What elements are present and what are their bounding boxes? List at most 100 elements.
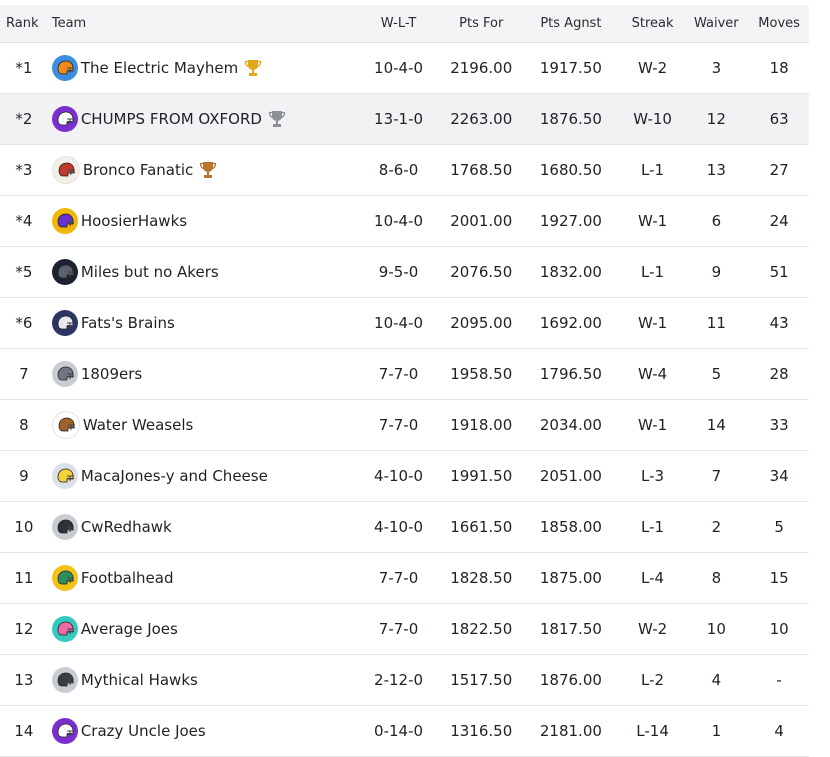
team-avatar-icon[interactable] bbox=[51, 718, 78, 744]
table-row[interactable]: *1 The Electric Mayhem 10-4-0 2196.00 1917.5… bbox=[0, 43, 809, 94]
team-cell: Bronco Fanatic bbox=[48, 156, 355, 184]
team-cell: Fats's Brains bbox=[48, 310, 355, 336]
header-streak[interactable]: Streak bbox=[631, 16, 674, 31]
team-name-link[interactable]: Mythical Hawks bbox=[80, 671, 198, 689]
team-avatar-icon[interactable] bbox=[51, 156, 80, 184]
team-avatar-icon[interactable] bbox=[51, 361, 78, 387]
moves-cell: 51 bbox=[769, 263, 789, 281]
trophy-icon bbox=[243, 58, 263, 78]
header-wlt[interactable]: W-L-T bbox=[380, 16, 417, 31]
moves-cell: 4 bbox=[774, 722, 784, 740]
team-name-link[interactable]: Crazy Uncle Joes bbox=[80, 722, 206, 740]
streak-cell: L-1 bbox=[641, 263, 665, 281]
rank-cell: 9 bbox=[19, 467, 29, 485]
moves-cell: - bbox=[776, 671, 782, 689]
pts-for-cell: 2001.00 bbox=[450, 212, 513, 230]
team-avatar-icon[interactable] bbox=[51, 55, 78, 81]
moves-cell: 24 bbox=[769, 212, 789, 230]
team-avatar-icon[interactable] bbox=[51, 310, 78, 336]
rank-cell: 7 bbox=[19, 365, 29, 383]
table-body: *1 The Electric Mayhem 10-4-0 2196.00 1917.5… bbox=[0, 43, 809, 757]
pts-for-cell: 2196.00 bbox=[450, 59, 513, 77]
pts-agnst-cell: 1875.00 bbox=[539, 569, 602, 587]
moves-cell: 5 bbox=[774, 518, 784, 536]
team-avatar-icon[interactable] bbox=[51, 463, 78, 489]
header-waiver[interactable]: Waiver bbox=[694, 16, 739, 31]
wlt-cell: 7-7-0 bbox=[378, 569, 419, 587]
team-avatar-icon[interactable] bbox=[51, 208, 78, 234]
pts-agnst-cell: 1832.00 bbox=[539, 263, 602, 281]
pts-for-cell: 1822.50 bbox=[450, 620, 513, 638]
waiver-cell: 2 bbox=[711, 518, 722, 536]
moves-cell: 34 bbox=[769, 467, 789, 485]
pts-for-cell: 1661.50 bbox=[450, 518, 513, 536]
moves-cell: 63 bbox=[769, 110, 789, 128]
table-row[interactable]: 12 Average Joes 7-7-0 1822.50 1817.50 W-2 10 10 bbox=[0, 604, 809, 655]
team-avatar-icon[interactable] bbox=[51, 106, 78, 132]
pts-agnst-cell: 1680.50 bbox=[539, 161, 602, 179]
streak-cell: L-2 bbox=[641, 671, 665, 689]
header-moves[interactable]: Moves bbox=[758, 16, 800, 31]
team-avatar-icon[interactable] bbox=[51, 411, 80, 439]
table-row[interactable]: *2 CHUMPS FROM OXFORD 13-1-0 2263.00 1876.50… bbox=[0, 94, 809, 145]
streak-cell: L-4 bbox=[641, 569, 665, 587]
team-avatar-icon[interactable] bbox=[51, 565, 78, 591]
table-row[interactable]: 11 Footbalhead 7-7-0 1828.50 1875.00 L-4 8 15 bbox=[0, 553, 809, 604]
header-pts-agnst[interactable]: Pts Agnst bbox=[540, 16, 602, 31]
wlt-cell: 4-10-0 bbox=[374, 467, 424, 485]
team-name-link[interactable]: Miles but no Akers bbox=[80, 263, 219, 281]
team-name-link[interactable]: HoosierHawks bbox=[80, 212, 188, 230]
team-name-link[interactable]: Water Weasels bbox=[82, 416, 194, 434]
table-row[interactable]: 13 Mythical Hawks 2-12-0 1517.50 1876.00 L-2 4… bbox=[0, 655, 809, 706]
team-avatar-icon[interactable] bbox=[51, 667, 78, 693]
table-row[interactable]: 8 Water Weasels 7-7-0 1918.00 2034.00 W-1 14 33 bbox=[0, 400, 809, 451]
table-row[interactable]: *3 Bronco Fanatic 8-6-0 1768.50 1680.50 L-1 13… bbox=[0, 145, 809, 196]
team-name-link[interactable]: CHUMPS FROM OXFORD bbox=[80, 110, 262, 128]
header-pts-for[interactable]: Pts For bbox=[459, 16, 504, 31]
rank-cell: 13 bbox=[14, 671, 34, 689]
streak-cell: L-1 bbox=[641, 161, 665, 179]
team-cell: Crazy Uncle Joes bbox=[48, 718, 355, 744]
streak-cell: L-3 bbox=[641, 467, 665, 485]
table-row[interactable]: *6 Fats's Brains 10-4-0 2095.00 1692.00 W-1 11… bbox=[0, 298, 809, 349]
team-name-link[interactable]: MacaJones-y and Cheese bbox=[80, 467, 268, 485]
team-cell: Miles but no Akers bbox=[48, 259, 355, 285]
team-cell: CwRedhawk bbox=[48, 514, 355, 540]
wlt-cell: 8-6-0 bbox=[378, 161, 419, 179]
waiver-cell: 6 bbox=[711, 212, 722, 230]
waiver-cell: 7 bbox=[711, 467, 722, 485]
pts-for-cell: 2095.00 bbox=[450, 314, 513, 332]
pts-agnst-cell: 1692.00 bbox=[539, 314, 602, 332]
table-row[interactable]: *5 Miles but no Akers 9-5-0 2076.50 1832.00 L… bbox=[0, 247, 809, 298]
moves-cell: 28 bbox=[769, 365, 789, 383]
moves-cell: 43 bbox=[769, 314, 789, 332]
streak-cell: L-14 bbox=[636, 722, 669, 740]
wlt-cell: 10-4-0 bbox=[374, 212, 424, 230]
pts-agnst-cell: 1858.00 bbox=[539, 518, 602, 536]
team-name-link[interactable]: Fats's Brains bbox=[80, 314, 175, 332]
header-team[interactable]: Team bbox=[51, 16, 87, 31]
table-row[interactable]: *4 HoosierHawks 10-4-0 2001.00 1927.00 W-1 6 24 bbox=[0, 196, 809, 247]
table-row[interactable]: 10 CwRedhawk 4-10-0 1661.50 1858.00 L-1 2 5 bbox=[0, 502, 809, 553]
team-name-link[interactable]: 1809ers bbox=[80, 365, 143, 383]
team-name-link[interactable]: Average Joes bbox=[80, 620, 178, 638]
streak-cell: W-10 bbox=[633, 110, 672, 128]
team-name-link[interactable]: Footbalhead bbox=[80, 569, 174, 587]
team-cell: 1809ers bbox=[48, 361, 355, 387]
table-row[interactable]: 14 Crazy Uncle Joes 0-14-0 1316.50 2181.00 L-… bbox=[0, 706, 809, 757]
team-name-link[interactable]: CwRedhawk bbox=[80, 518, 172, 536]
table-row[interactable]: 7 1809ers 7-7-0 1958.50 1796.50 W-4 5 28 bbox=[0, 349, 809, 400]
team-avatar-icon[interactable] bbox=[51, 514, 78, 540]
team-avatar-icon[interactable] bbox=[51, 259, 78, 285]
waiver-cell: 12 bbox=[706, 110, 726, 128]
team-avatar-icon[interactable] bbox=[51, 616, 78, 642]
wlt-cell: 9-5-0 bbox=[378, 263, 419, 281]
header-rank[interactable]: Rank bbox=[6, 16, 39, 31]
rank-cell: 14 bbox=[14, 722, 34, 740]
pts-for-cell: 1918.00 bbox=[450, 416, 513, 434]
team-name-link[interactable]: The Electric Mayhem bbox=[80, 59, 239, 77]
rank-cell: *5 bbox=[15, 263, 33, 281]
table-row[interactable]: 9 MacaJones-y and Cheese 4-10-0 1991.50 2051… bbox=[0, 451, 809, 502]
team-name-link[interactable]: Bronco Fanatic bbox=[82, 161, 194, 179]
team-cell: HoosierHawks bbox=[48, 208, 355, 234]
